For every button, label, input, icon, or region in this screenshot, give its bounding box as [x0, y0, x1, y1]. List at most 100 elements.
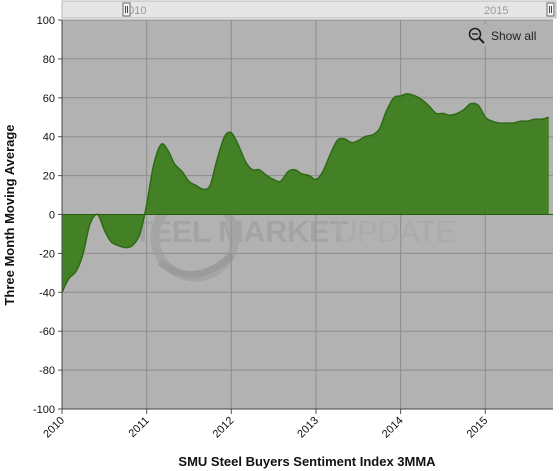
data-point — [322, 171, 324, 173]
data-point — [470, 103, 472, 105]
data-point — [308, 175, 310, 177]
data-point — [505, 122, 507, 124]
data-point — [258, 169, 260, 171]
data-point — [181, 171, 183, 173]
data-point — [393, 97, 395, 99]
data-point — [336, 140, 338, 142]
data-point — [520, 120, 522, 122]
navigator-track[interactable] — [61, 0, 557, 19]
data-point — [110, 241, 112, 243]
data-point — [548, 116, 550, 118]
show-all-label: Show all — [491, 29, 536, 43]
data-point — [385, 110, 387, 112]
x-tick-label: 2010 — [41, 415, 67, 441]
data-point — [245, 161, 247, 163]
data-point — [68, 278, 70, 280]
y-tick-label: 40 — [43, 132, 55, 144]
data-point — [103, 229, 105, 231]
x-tick-label: 2015 — [465, 415, 491, 441]
data-point — [456, 112, 458, 114]
data-point — [527, 120, 529, 122]
data-point — [287, 171, 289, 173]
x-tick-label: 2012 — [211, 415, 237, 441]
y-tick-label: 80 — [43, 54, 55, 66]
data-point — [195, 184, 197, 186]
data-point — [146, 204, 148, 206]
y-tick-label: 20 — [43, 171, 55, 183]
data-point — [266, 175, 268, 177]
data-point — [131, 245, 133, 247]
y-tick-label: -80 — [39, 365, 55, 377]
data-point — [343, 138, 345, 140]
data-point — [400, 95, 402, 97]
y-tick-label: -20 — [39, 248, 55, 260]
data-point — [512, 122, 514, 124]
navigator-end-label: 2015 — [484, 5, 508, 17]
y-tick-label: 60 — [43, 93, 55, 105]
data-point — [357, 140, 359, 142]
data-point — [421, 99, 423, 101]
data-point — [478, 105, 480, 107]
data-point — [351, 142, 353, 144]
data-point — [174, 163, 176, 165]
x-axis-title: SMU Steel Buyers Sentiment Index 3MMA — [178, 454, 436, 469]
data-point — [224, 136, 226, 138]
data-point — [82, 252, 84, 254]
x-tick-label: 2011 — [127, 415, 152, 440]
data-point — [378, 128, 380, 130]
data-point — [484, 116, 486, 118]
y-tick-label: -60 — [39, 326, 55, 338]
data-point — [209, 184, 211, 186]
data-point — [414, 95, 416, 97]
data-point — [301, 173, 303, 175]
data-point — [449, 114, 451, 116]
data-point — [216, 159, 218, 161]
data-point — [124, 247, 126, 249]
data-point — [251, 169, 253, 171]
show-all-button[interactable]: Show all — [462, 24, 548, 46]
data-point — [442, 112, 444, 114]
data-point — [372, 134, 374, 136]
y-tick-label: 100 — [37, 15, 55, 27]
y-tick-label: -100 — [33, 404, 55, 416]
data-point — [152, 165, 154, 167]
x-tick-label: 2014 — [380, 415, 406, 441]
x-tick-label: 2013 — [295, 415, 321, 441]
watermark-light-text: UPDATE — [335, 214, 455, 249]
data-point — [491, 120, 493, 122]
data-point — [160, 143, 162, 145]
data-point — [435, 112, 437, 114]
data-point — [118, 245, 120, 247]
data-point — [188, 180, 190, 182]
data-point — [533, 118, 535, 120]
series-line — [61, 93, 549, 293]
series-area-fill — [62, 93, 549, 293]
data-point — [428, 105, 430, 107]
navigator-left-handle[interactable] — [122, 2, 131, 17]
zoom-out-icon — [468, 27, 485, 44]
data-point — [294, 169, 296, 171]
data-point — [329, 153, 331, 155]
data-point — [167, 149, 169, 151]
y-tick-label: 0 — [49, 210, 55, 222]
navigator-right-handle[interactable] — [546, 2, 555, 17]
y-tick-label: -40 — [39, 287, 55, 299]
data-point — [75, 270, 77, 272]
data-point — [463, 108, 465, 110]
data-point — [202, 188, 204, 190]
data-point — [237, 143, 239, 145]
watermark-bold-text: STEEL MARKET — [113, 214, 348, 249]
series-area — [61, 93, 553, 293]
data-point — [279, 180, 281, 182]
data-point — [139, 233, 141, 235]
data-point — [499, 122, 501, 124]
data-point — [406, 93, 408, 95]
data-point — [89, 223, 91, 225]
y-axis-title: Three Month Moving Average — [2, 124, 17, 305]
data-point — [230, 132, 232, 134]
data-point — [364, 136, 366, 138]
data-point — [273, 178, 275, 180]
data-point — [315, 178, 317, 180]
data-point — [541, 118, 543, 120]
